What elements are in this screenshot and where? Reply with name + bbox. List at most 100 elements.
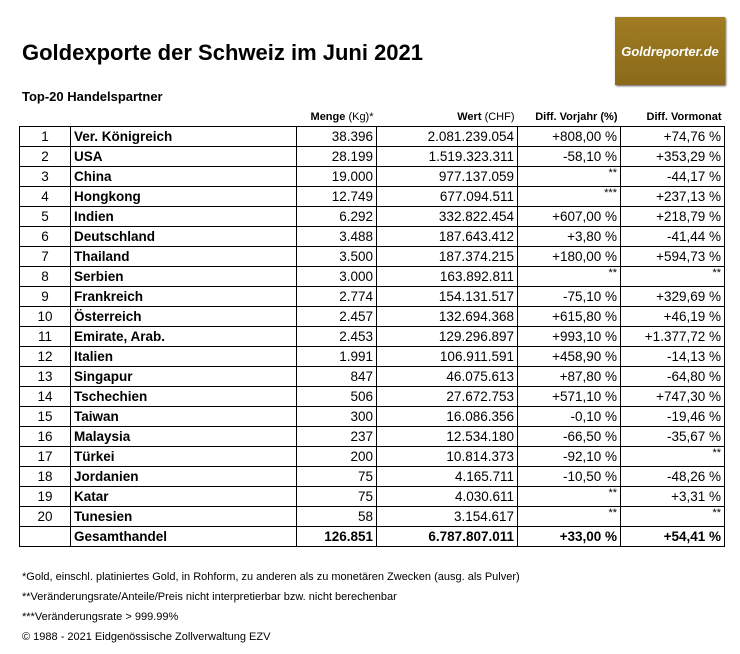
cell-menge: 28.199 — [296, 146, 377, 167]
cell-wert: 4.030.611 — [376, 486, 518, 507]
cell-diff-vormonat: -41,44 % — [620, 226, 725, 247]
cell-rank: 6 — [19, 226, 71, 247]
table-row: 2 USA 28.199 1.519.323.311 -58,10 % +353,29 % — [19, 146, 725, 167]
cell-rank: 10 — [19, 306, 71, 327]
cell-menge: 3.488 — [296, 226, 377, 247]
cell-diff-vormonat: +329,69 % — [620, 286, 725, 307]
cell-diff-vorjahr: -66,50 % — [517, 426, 621, 447]
cell-country: Tunesien — [70, 506, 297, 527]
table-header: Menge (Kg)* Wert (CHF) Diff. Vorjahr (%)… — [20, 107, 725, 127]
table-row: 18 Jordanien 75 4.165.711 -10,50 % -48,26 % — [19, 466, 725, 487]
cell-country: Frankreich — [70, 286, 297, 307]
cell-wert: 154.131.517 — [376, 286, 518, 307]
cell-diff-vormonat: +3,31 % — [620, 486, 725, 507]
cell-menge: 75 — [296, 486, 377, 507]
cell-rank: 16 — [19, 426, 71, 447]
cell-menge: 847 — [296, 366, 377, 387]
header-wert: Wert (CHF) — [457, 110, 515, 123]
page-title: Goldexporte der Schweiz im Juni 2021 — [22, 40, 424, 65]
cell-diff-vorjahr: ** — [517, 166, 621, 187]
cell-diff-vorjahr: -10,50 % — [517, 466, 621, 487]
cell-country: Malaysia — [70, 426, 297, 447]
cell-diff-vorjahr: ** — [517, 266, 621, 287]
cell-rank: 12 — [19, 346, 71, 367]
cell-wert: 163.892.811 — [376, 266, 518, 287]
cell-menge: 506 — [296, 386, 377, 407]
cell-menge: 6.292 — [296, 206, 377, 227]
cell-diff-vormonat: -35,67 % — [620, 426, 725, 447]
cell-diff-vorjahr: ** — [517, 506, 621, 527]
cell-diff-vormonat: -64,80 % — [620, 366, 725, 387]
cell-menge: 19.000 — [296, 166, 377, 187]
total-country: Gesamthandel — [70, 526, 297, 547]
cell-rank: 9 — [19, 286, 71, 307]
table-row: 7 Thailand 3.500 187.374.215 +180,00 % +594,7… — [19, 246, 725, 267]
cell-diff-vormonat: +237,13 % — [620, 186, 725, 207]
table-row: 4 Hongkong 12.749 677.094.511 *** +237,13 % — [19, 186, 725, 207]
cell-rank: 19 — [19, 486, 71, 507]
cell-country: Hongkong — [70, 186, 297, 207]
footnote: *Gold, einschl. platiniertes Gold, in Ro… — [22, 571, 520, 583]
cell-rank: 17 — [19, 446, 71, 467]
cell-wert: 3.154.617 — [376, 506, 518, 527]
cell-diff-vorjahr: +458,90 % — [517, 346, 621, 367]
cell-rank: 20 — [19, 506, 71, 527]
cell-rank: 3 — [19, 166, 71, 187]
cell-country: Emirate, Arab. — [70, 326, 297, 347]
cell-diff-vormonat: +74,76 % — [620, 126, 725, 147]
cell-diff-vorjahr: +993,10 % — [517, 326, 621, 347]
cell-wert: 4.165.711 — [376, 466, 518, 487]
table-row: 19 Katar 75 4.030.611 ** +3,31 % — [19, 486, 725, 507]
cell-diff-vorjahr: +615,80 % — [517, 306, 621, 327]
cell-diff-vormonat: +747,30 % — [620, 386, 725, 407]
footnote: ***Veränderungsrate > 999.99% — [22, 611, 179, 623]
table-row: 15 Taiwan 300 16.086.356 -0,10 % -19,46 % — [19, 406, 725, 427]
cell-wert: 16.086.356 — [376, 406, 518, 427]
cell-rank: 18 — [19, 466, 71, 487]
table-row: 5 Indien 6.292 332.822.454 +607,00 % +218,79 … — [19, 206, 725, 227]
cell-empty — [19, 526, 71, 547]
cell-diff-vormonat: +353,29 % — [620, 146, 725, 167]
cell-country: Österreich — [70, 306, 297, 327]
cell-menge: 3.000 — [296, 266, 377, 287]
cell-diff-vorjahr: ** — [517, 486, 621, 507]
cell-rank: 5 — [19, 206, 71, 227]
footnote: © 1988 - 2021 Eidgenössische Zollverwalt… — [22, 631, 271, 643]
table-row: 16 Malaysia 237 12.534.180 -66,50 % -35,67 % — [19, 426, 725, 447]
cell-menge: 1.991 — [296, 346, 377, 367]
cell-country: Italien — [70, 346, 297, 367]
cell-menge: 58 — [296, 506, 377, 527]
cell-menge: 2.774 — [296, 286, 377, 307]
cell-menge: 12.749 — [296, 186, 377, 207]
cell-rank: 11 — [19, 326, 71, 347]
cell-rank: 8 — [19, 266, 71, 287]
total-menge: 126.851 — [296, 526, 377, 547]
export-table: Menge (Kg)* Wert (CHF) Diff. Vorjahr (%)… — [19, 107, 725, 547]
cell-country: Deutschland — [70, 226, 297, 247]
cell-diff-vorjahr: +180,00 % — [517, 246, 621, 267]
cell-diff-vorjahr: +808,00 % — [517, 126, 621, 147]
header-vorjahr: Diff. Vorjahr (%) — [535, 110, 618, 123]
header-menge: Menge (Kg)* — [310, 110, 374, 123]
cell-diff-vormonat: ** — [620, 266, 725, 287]
table-row: 13 Singapur 847 46.075.613 +87,80 % -64,80 % — [19, 366, 725, 387]
cell-country: Taiwan — [70, 406, 297, 427]
cell-wert: 27.672.753 — [376, 386, 518, 407]
cell-wert: 12.534.180 — [376, 426, 518, 447]
cell-rank: 2 — [19, 146, 71, 167]
cell-diff-vormonat: ** — [620, 446, 725, 467]
cell-diff-vorjahr: -92,10 % — [517, 446, 621, 467]
cell-country: Indien — [70, 206, 297, 227]
cell-wert: 106.911.591 — [376, 346, 518, 367]
cell-diff-vormonat: -14,13 % — [620, 346, 725, 367]
table-row: 3 China 19.000 977.137.059 ** -44,17 % — [19, 166, 725, 187]
cell-diff-vormonat: ** — [620, 506, 725, 527]
cell-diff-vormonat: -48,26 % — [620, 466, 725, 487]
cell-diff-vormonat: -19,46 % — [620, 406, 725, 427]
total-row: Gesamthandel 126.851 6.787.807.011 +33,00 %… — [19, 526, 725, 547]
cell-country: Türkei — [70, 446, 297, 467]
cell-diff-vormonat: -44,17 % — [620, 166, 725, 187]
cell-menge: 200 — [296, 446, 377, 467]
cell-rank: 15 — [19, 406, 71, 427]
